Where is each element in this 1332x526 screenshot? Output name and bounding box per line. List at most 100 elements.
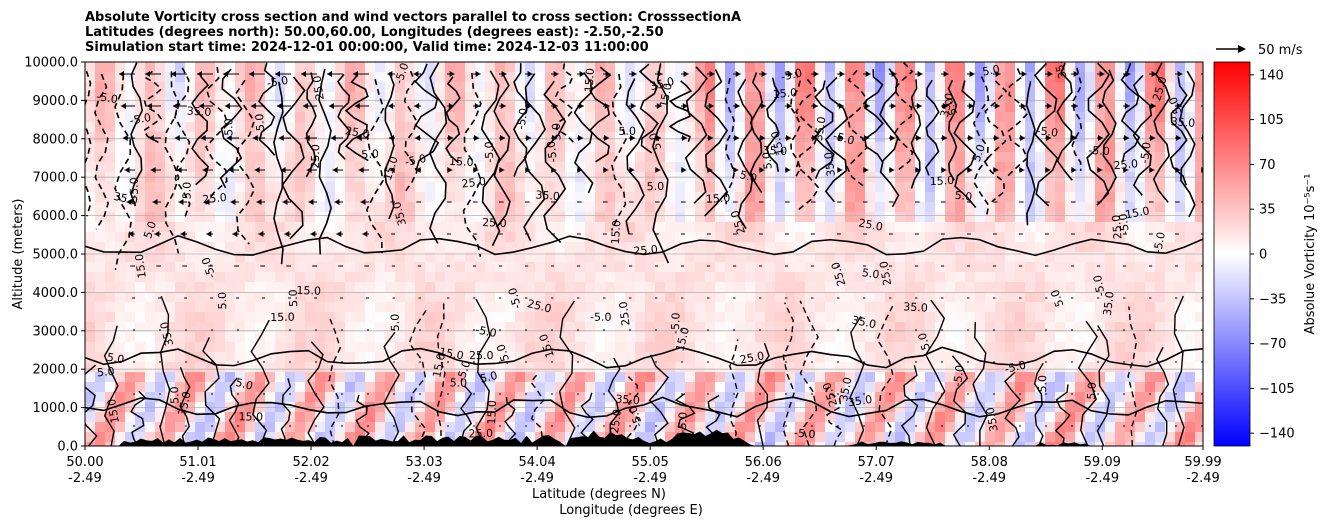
field-cell	[985, 312, 996, 323]
contour-line	[85, 396, 1203, 419]
field-cell	[565, 392, 576, 403]
field-cell	[1135, 352, 1146, 363]
field-cell	[335, 192, 346, 203]
contour-line	[626, 376, 640, 446]
field-cell	[195, 92, 206, 103]
field-cell	[255, 422, 266, 433]
field-cell	[275, 292, 286, 303]
field-cell	[835, 202, 846, 213]
field-cell	[155, 152, 166, 163]
field-cell	[275, 302, 286, 313]
field-cell	[435, 252, 446, 263]
field-cell	[645, 192, 656, 203]
field-cell	[745, 82, 756, 93]
field-cell	[575, 142, 586, 153]
field-cell	[865, 192, 876, 203]
field-cell	[525, 102, 536, 113]
field-cell	[1165, 212, 1176, 223]
field-cell	[315, 142, 326, 153]
field-cell	[185, 112, 196, 123]
field-cell	[1055, 72, 1066, 83]
field-cell	[1105, 142, 1116, 153]
field-cell	[445, 182, 456, 193]
field-cell	[405, 182, 416, 193]
field-cell	[485, 292, 496, 303]
field-cell	[525, 242, 536, 253]
field-cell	[765, 212, 776, 223]
field-cell	[1105, 382, 1116, 393]
field-cell	[385, 372, 396, 383]
field-cell	[785, 222, 796, 233]
field-cell	[955, 72, 966, 83]
field-cell	[465, 222, 476, 233]
field-cell	[395, 292, 406, 303]
field-cell	[1005, 262, 1016, 273]
field-cell	[675, 162, 686, 173]
field-cell	[185, 242, 196, 253]
field-cell	[185, 432, 196, 443]
field-cell	[425, 312, 436, 323]
field-cell	[665, 152, 676, 163]
field-cell	[815, 152, 826, 163]
field-cell	[1035, 372, 1046, 383]
wind-vector-head	[603, 167, 609, 173]
field-cell	[255, 112, 266, 123]
field-cell	[745, 192, 756, 203]
field-cell	[645, 82, 656, 93]
field-cell	[945, 342, 956, 353]
wind-vector-head	[356, 135, 362, 141]
field-cell	[905, 382, 916, 393]
field-cell	[365, 262, 376, 273]
field-cell	[305, 72, 316, 83]
field-cell	[1115, 362, 1126, 373]
field-cell	[705, 82, 716, 93]
field-cell	[905, 292, 916, 303]
field-cell	[285, 202, 296, 213]
field-cell	[365, 72, 376, 83]
field-cell	[345, 382, 356, 393]
field-cell	[495, 82, 506, 93]
field-cell	[355, 312, 366, 323]
field-cell	[915, 122, 926, 133]
field-cell	[385, 252, 396, 263]
field-cell	[475, 282, 486, 293]
field-cell	[1085, 302, 1096, 313]
field-cell	[605, 202, 616, 213]
field-cell	[1065, 342, 1076, 353]
field-cell	[485, 262, 496, 273]
field-cell	[1145, 382, 1156, 393]
field-cell	[1165, 102, 1176, 113]
field-cell	[1075, 112, 1086, 123]
field-cell	[875, 132, 886, 143]
field-cell	[405, 62, 416, 73]
field-cell	[475, 362, 486, 373]
contour-line	[429, 62, 448, 244]
field-cell	[745, 342, 756, 353]
field-cell	[965, 162, 976, 173]
field-cell	[705, 422, 716, 433]
field-cell	[775, 232, 786, 243]
field-cell	[125, 102, 136, 113]
field-cell	[1045, 92, 1056, 103]
field-cell	[425, 292, 436, 303]
field-cell	[555, 202, 566, 213]
field-cell	[365, 242, 376, 253]
field-cell	[395, 382, 406, 393]
field-cell	[1105, 242, 1116, 253]
field-cell	[1065, 152, 1076, 163]
field-cell	[745, 202, 756, 213]
field-cell	[355, 352, 366, 363]
field-cell	[265, 322, 276, 333]
field-cell	[475, 322, 486, 333]
field-cell	[165, 382, 176, 393]
field-cell	[145, 182, 156, 193]
field-cell	[995, 342, 1006, 353]
field-cell	[525, 262, 536, 273]
field-cell	[555, 152, 566, 163]
field-cell	[1195, 202, 1203, 213]
field-cell	[425, 102, 436, 113]
field-cell	[1115, 252, 1126, 263]
field-cell	[565, 272, 576, 283]
field-cell	[745, 432, 756, 443]
field-cell	[375, 152, 386, 163]
